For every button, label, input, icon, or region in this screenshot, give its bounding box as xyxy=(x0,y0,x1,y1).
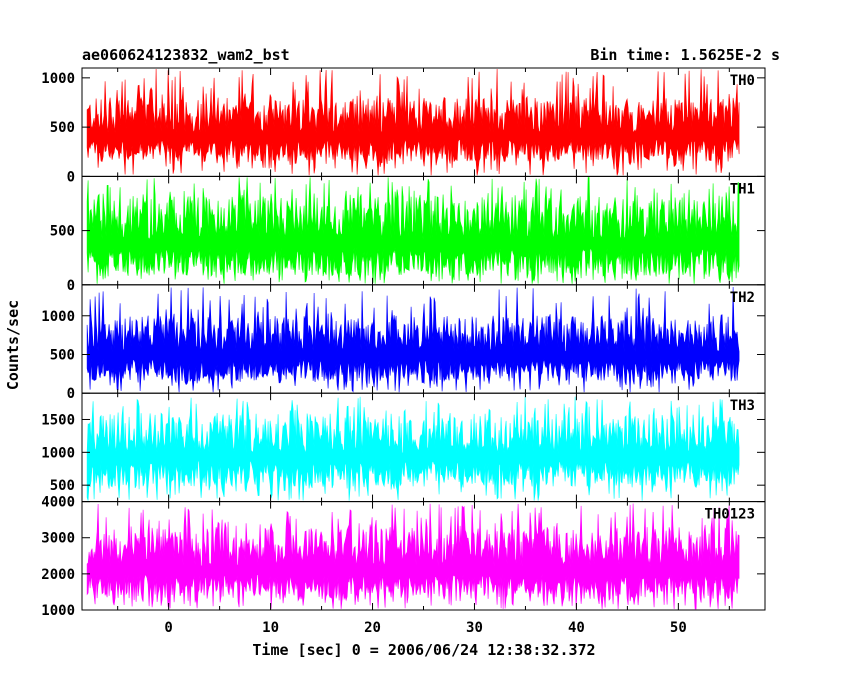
y-axis-label: Counts/sec xyxy=(4,300,22,390)
y-tick-label-th3-1500: 1500 xyxy=(41,412,75,428)
series-th1-signal xyxy=(86,177,740,284)
y-tick-label-th0123-1000: 1000 xyxy=(41,603,75,619)
series-th0-label: TH0 xyxy=(730,73,755,89)
observation-id: ae060624123832_wam2_bst xyxy=(82,46,290,64)
x-tick-label-40: 40 xyxy=(568,620,585,636)
series-th2-signal xyxy=(86,286,740,393)
y-tick-label-th0123-4000: 4000 xyxy=(41,495,75,511)
y-tick-label-th2-500: 500 xyxy=(50,347,75,363)
series-th2-label: TH2 xyxy=(730,290,755,306)
x-tick-label-20: 20 xyxy=(364,620,381,636)
y-tick-label-th3-500: 500 xyxy=(50,478,75,494)
y-tick-label-th1-0: 0 xyxy=(67,278,75,294)
series-th0-signal xyxy=(86,68,740,176)
bin-time-label: Bin time: 1.5625E-2 s xyxy=(590,46,780,64)
x-axis-label: Time [sec] 0 = 2006/06/24 12:38:32.372 xyxy=(252,641,595,659)
x-tick-label-0: 0 xyxy=(164,620,172,636)
series-th3-label: TH3 xyxy=(730,398,755,414)
x-tick-label-30: 30 xyxy=(466,620,483,636)
y-tick-label-th0-1000: 1000 xyxy=(41,71,75,87)
x-tick-label-10: 10 xyxy=(262,620,279,636)
y-tick-label-th2-0: 0 xyxy=(67,386,75,402)
y-tick-label-th0123-3000: 3000 xyxy=(41,531,75,547)
x-tick-label-50: 50 xyxy=(670,620,687,636)
series-th3-signal xyxy=(86,396,740,501)
y-tick-label-th0123-2000: 2000 xyxy=(41,567,75,583)
y-tick-label-th2-1000: 1000 xyxy=(41,309,75,325)
y-tick-label-th0-0: 0 xyxy=(67,169,75,185)
y-tick-label-th1-500: 500 xyxy=(50,224,75,240)
series-th0123-signal xyxy=(86,503,740,610)
series-th0123-label: TH0123 xyxy=(704,507,755,523)
y-tick-label-th0-500: 500 xyxy=(50,120,75,136)
y-tick-label-th3-1000: 1000 xyxy=(41,445,75,461)
series-th1-label: TH1 xyxy=(730,181,755,197)
